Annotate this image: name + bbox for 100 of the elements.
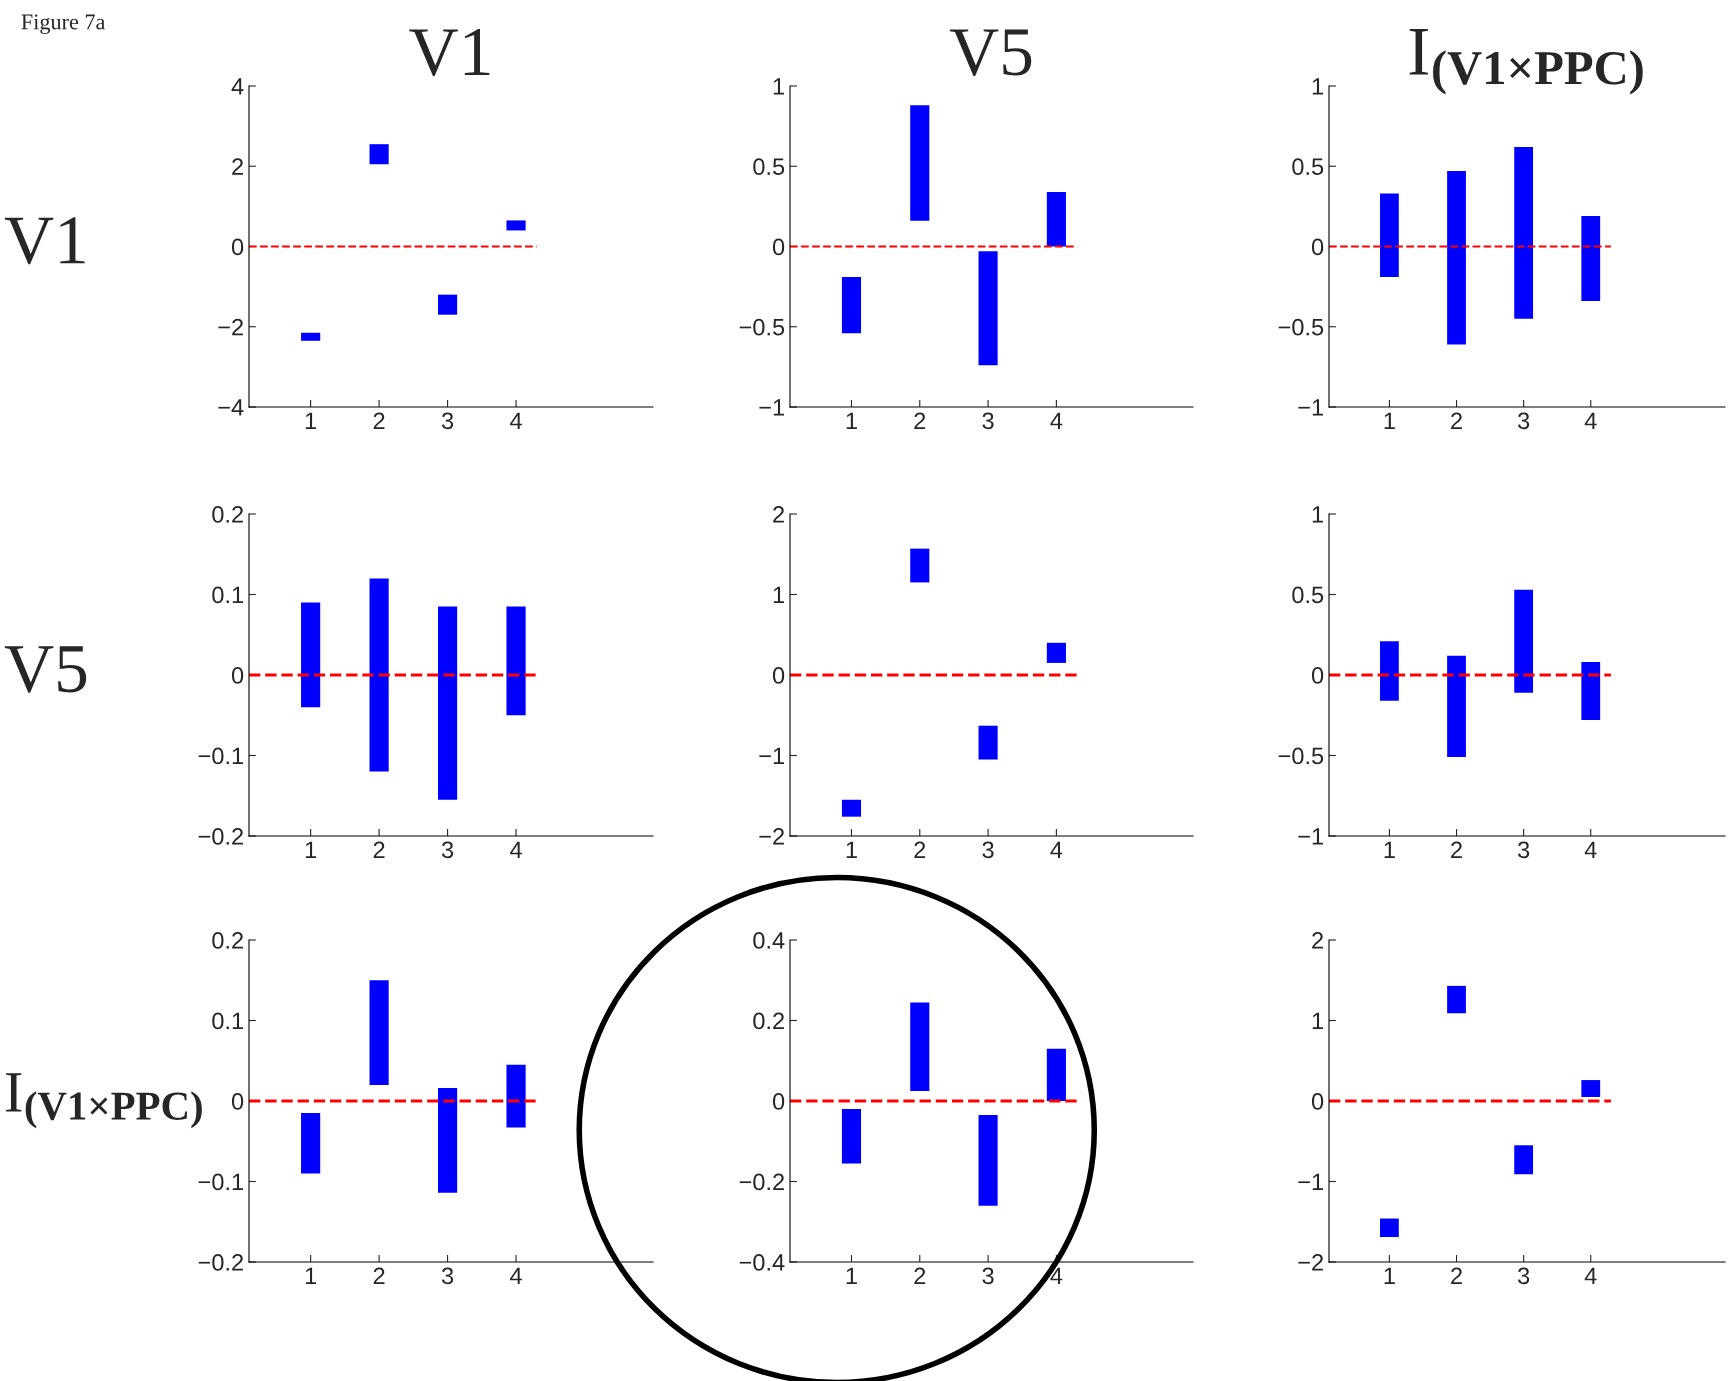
x-tick-label: 4 [510, 1267, 522, 1284]
bar [1514, 146, 1534, 319]
bar [506, 1064, 526, 1128]
y-tick-label: 0.5 [753, 158, 785, 176]
y-tick-label: −2 [218, 318, 243, 336]
y-tick-label: 1 [1312, 78, 1323, 95]
y-tick-label: 2 [773, 506, 784, 523]
caption: Figure 7a [21, 14, 106, 34]
y-axis-title: I$_{(V1×PPC)}$ [6, 1073, 202, 1129]
x-tick-label: 2 [914, 1267, 926, 1284]
x-tick-label: 1 [846, 841, 857, 858]
chart-title: I$_{(V1×PPC)}$ [1409, 29, 1643, 95]
x-tick-label: 1 [1384, 841, 1395, 858]
bar [1046, 191, 1066, 247]
y-tick-label: −0.2 [198, 828, 243, 845]
bar [910, 548, 930, 583]
y-tick-label: 0 [772, 667, 785, 684]
x-tick-label: 2 [373, 412, 385, 429]
y-tick-label: 0 [231, 667, 244, 684]
y-tick-label: −1 [1298, 1173, 1323, 1191]
x-tick-label: 4 [510, 412, 522, 429]
y-tick-label: 0.5 [1292, 586, 1324, 604]
bar [978, 725, 998, 760]
x-tick-label: 1 [1384, 412, 1395, 429]
y-tick-label: 0.2 [212, 932, 243, 949]
x-tick-label: 1 [1384, 1267, 1395, 1284]
x-tick-label: 4 [510, 841, 522, 858]
y-axis-title: V1 [4, 217, 85, 265]
x-tick-label: 3 [982, 412, 994, 430]
y-axis-title: V5 [4, 646, 87, 693]
y-tick-label: −1 [759, 747, 784, 765]
y-tick-label: 0.2 [753, 1012, 784, 1030]
x-tick-label: 1 [305, 1267, 317, 1284]
bar [1581, 1080, 1601, 1097]
bar [841, 799, 862, 817]
bar [1046, 1048, 1066, 1101]
x-tick-label: 2 [1451, 412, 1462, 429]
bar [910, 105, 930, 221]
bar [369, 980, 389, 1085]
bar [841, 1109, 862, 1164]
y-tick-label: −0.5 [739, 318, 785, 336]
x-tick-label: 1 [305, 412, 317, 429]
bar [841, 277, 862, 334]
bar [506, 220, 526, 231]
x-tick-label: 2 [914, 412, 926, 429]
y-tick-label: 0.5 [1292, 158, 1324, 176]
bar [301, 1113, 321, 1174]
bar [369, 144, 389, 165]
bar [437, 294, 458, 315]
y-tick-label: −0.5 [1278, 747, 1324, 765]
y-tick-label: 1 [1312, 506, 1323, 523]
bar [1380, 641, 1399, 701]
y-tick-label: 2 [232, 158, 243, 175]
bar [1380, 193, 1399, 277]
y-tick-label: 0.1 [212, 1012, 243, 1030]
y-tick-label: 2 [1312, 932, 1323, 949]
bar [506, 606, 526, 716]
x-tick-label: 3 [1517, 841, 1530, 859]
y-tick-label: −0.5 [1278, 318, 1324, 336]
x-tick-label: 4 [1050, 841, 1063, 858]
x-tick-label: 3 [1517, 412, 1530, 430]
y-tick-label: −4 [218, 399, 244, 416]
bar [1514, 589, 1534, 693]
y-tick-label: −0.1 [198, 1173, 243, 1191]
bar [301, 332, 321, 341]
bar [1447, 655, 1466, 758]
y-tick-label: 0.4 [753, 932, 785, 949]
x-tick-label: 3 [982, 841, 994, 859]
chart-title: V1 [409, 29, 490, 76]
y-tick-label: 0 [1311, 238, 1324, 256]
x-tick-label: 2 [373, 1267, 385, 1284]
y-tick-label: 0 [231, 238, 244, 256]
y-tick-label: 1 [773, 586, 784, 604]
x-tick-label: 1 [846, 412, 857, 429]
x-tick-label: 1 [305, 841, 317, 858]
y-tick-label: −2 [1298, 1254, 1323, 1271]
x-tick-label: 3 [441, 841, 454, 859]
x-tick-label: 2 [1451, 841, 1462, 858]
x-tick-label: 4 [1584, 412, 1597, 429]
y-tick-label: 0 [772, 1093, 785, 1110]
bar [910, 1002, 930, 1091]
y-tick-label: 1 [1312, 1012, 1323, 1030]
x-tick-label: 4 [1050, 1267, 1063, 1284]
bar [1447, 171, 1466, 345]
x-tick-label: 2 [914, 841, 926, 858]
bar [1581, 662, 1601, 721]
bar [1447, 985, 1466, 1014]
y-tick-label: −0.1 [198, 747, 243, 765]
y-tick-label: 0 [1311, 667, 1324, 684]
bar [369, 578, 389, 772]
x-tick-label: 4 [1584, 1267, 1597, 1284]
bar [1514, 1145, 1534, 1175]
y-tick-label: −1 [1298, 399, 1323, 416]
y-tick-label: −0.2 [739, 1173, 784, 1191]
y-tick-label: −1 [1298, 828, 1323, 845]
x-tick-label: 2 [373, 841, 385, 858]
y-tick-label: 4 [231, 78, 244, 95]
y-tick-label: −0.2 [198, 1254, 243, 1271]
x-tick-label: 3 [441, 412, 454, 430]
bar [301, 602, 321, 708]
